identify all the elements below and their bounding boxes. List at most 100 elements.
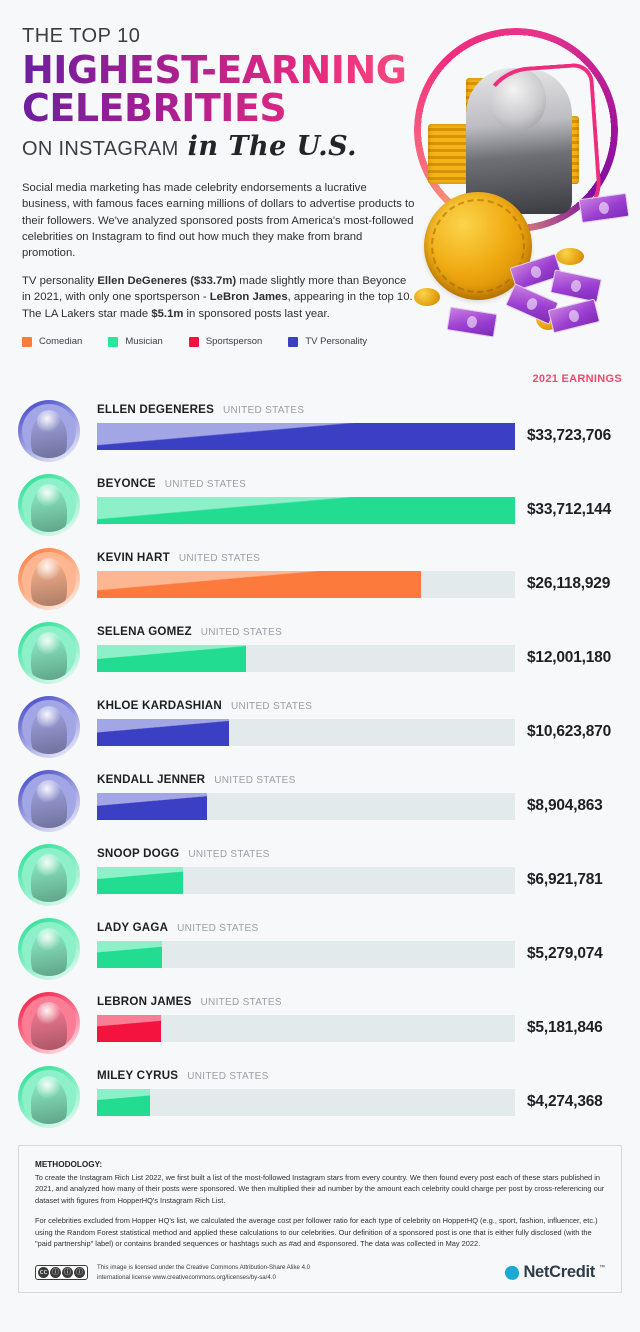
table-row[interactable]: BEYONCE UNITED STATES $33,712,144 [0,465,640,539]
celebrity-country: UNITED STATES [187,1071,269,1082]
celebrity-country: UNITED STATES [177,923,259,934]
avatar [18,696,80,758]
chart-legend: Comedian Musician Sportsperson TV Personali… [0,336,640,347]
celebrity-country: UNITED STATES [178,553,261,564]
earnings-amount: $6,921,781 [527,871,603,888]
hero-section: THE TOP 10 HIGHEST-EARNING CELEBRITIES O… [0,0,640,340]
table-row[interactable]: MILEY CYRUS UNITED STATES $4,274,368 [0,1057,640,1131]
page-title-line2: CELEBRITIES [22,89,640,127]
earnings-amount: $8,904,863 [527,797,603,814]
legend-label: Musician [125,336,163,347]
avatar-photo [22,922,76,976]
bar-track [97,497,515,524]
license-block: cc ⓘ ⓘ ⓘ This image is licensed under the C… [35,1263,310,1283]
bar-fill [97,1089,150,1116]
cc-mark-icon: ⓘ [50,1267,61,1279]
celebrity-country: UNITED STATES [200,997,282,1008]
legend-item-sportsperson: Sportsperson [188,336,263,347]
bar-fill [97,793,208,820]
avatar-photo [22,626,76,680]
table-row[interactable]: KENDALL JENNER UNITED STATES $8,904,863 [0,761,640,835]
celebrity-name-line: ELLEN DEGENERES UNITED STATES [97,403,304,416]
avatar-photo [22,996,76,1050]
cc-mark-icon: cc [38,1267,49,1279]
bar-track [97,571,515,598]
earnings-amount: $33,712,144 [527,501,611,518]
intro-p2-bold-1: Ellen DeGeneres ($33.7m) [97,274,237,287]
earnings-amount: $5,279,074 [527,945,603,962]
avatar-photo [22,1070,76,1124]
cc-mark-icon: ⓘ [62,1267,73,1279]
legend-swatch-icon [108,336,119,347]
avatar-photo [22,478,76,532]
methodology-paragraph-2: For celebrities excluded from Hopper HQ'… [35,1216,598,1249]
bar-fill [97,719,229,746]
earnings-amount: $5,181,846 [527,1019,603,1036]
avatar [18,770,80,832]
bar-track [97,1089,515,1116]
celebrity-country: UNITED STATES [214,775,296,786]
legend-swatch-icon [288,336,299,347]
table-row[interactable]: LADY GAGA UNITED STATES $5,279,074 [0,909,640,983]
celebrity-name-line: LEBRON JAMES UNITED STATES [97,995,282,1008]
netcredit-mark-icon [504,1264,521,1281]
intro-p2-e: in sponsored posts last year. [183,307,330,320]
methodology-paragraph-1: To create the Instagram Rich List 2022, … [35,1173,605,1205]
legend-label: Comedian [39,336,83,347]
avatar [18,548,80,610]
earnings-amount: $26,118,929 [527,575,611,592]
table-row[interactable]: ELLEN DEGENERES UNITED STATES $33,723,706 [0,391,640,465]
celebrity-name: SNOOP DOGG [97,847,180,860]
subtitle-script: in The U.S. [187,130,358,162]
page-title-line1: HIGHEST-EARNING [22,51,640,89]
license-text: This image is licensed under the Creativ… [97,1263,310,1283]
avatar [18,992,80,1054]
bar-track [97,645,515,672]
dollar-bill-icon [578,192,630,224]
celebrity-name-line: BEYONCE UNITED STATES [97,477,246,490]
celebrity-name: MILEY CYRUS [97,1069,179,1082]
netcredit-logo[interactable]: NetCredit ™ [504,1263,605,1282]
celebrity-name: LEBRON JAMES [97,995,192,1008]
avatar [18,844,80,906]
earnings-amount: $12,001,180 [527,649,611,666]
earnings-amount: $10,623,870 [527,723,611,740]
celebrity-name: ELLEN DEGENERES [97,403,215,416]
brand-name: NetCredit [523,1263,595,1282]
intro-p2-d: , appearing in the top 10. The LA Lakers… [22,291,413,320]
celebrity-name: KEVIN HART [97,551,170,564]
celebrity-country: UNITED STATES [164,479,247,490]
celebrity-name-line: SELENA GOMEZ UNITED STATES [97,625,282,638]
license-line-2: international license www.creativecommon… [97,1273,276,1281]
table-row[interactable]: SELENA GOMEZ UNITED STATES $12,001,180 [0,613,640,687]
avatar-photo [22,848,76,902]
creative-commons-icon: cc ⓘ ⓘ ⓘ [35,1265,88,1281]
table-row[interactable]: SNOOP DOGG UNITED STATES $6,921,781 [0,835,640,909]
footer-row: cc ⓘ ⓘ ⓘ This image is licensed under the C… [35,1259,605,1283]
legend-label: Sportsperson [205,336,263,347]
avatar [18,400,80,462]
bar-track [97,423,515,450]
avatar-photo [22,700,76,754]
bar-track [97,941,515,968]
earnings-amount: $33,723,706 [527,427,611,444]
celebrity-name-line: SNOOP DOGG UNITED STATES [97,847,270,860]
intro-p2-bold-3: $5.1m [151,307,184,320]
table-row[interactable]: KEVIN HART UNITED STATES $26,118,929 [0,539,640,613]
table-row[interactable]: KHLOE KARDASHIAN UNITED STATES $10,623,870 [0,687,640,761]
bar-fill [97,941,163,968]
bar-fill [97,497,515,524]
celebrity-name-line: KENDALL JENNER UNITED STATES [97,773,296,786]
intro-copy: Social media marketing has made celebrit… [22,180,417,322]
legend-swatch-icon [188,336,199,347]
dollar-bill-icon [446,306,498,338]
avatar-photo [22,552,76,606]
bar-fill [97,423,515,450]
intro-p2-c: made slightly more than Beyonce in 2021,… [22,274,407,304]
bar-fill [97,1015,162,1042]
table-row[interactable]: LEBRON JAMES UNITED STATES $5,181,846 [0,983,640,1057]
intro-paragraph-1: Social media marketing has made celebrit… [22,181,415,260]
bar-track [97,1015,515,1042]
avatar [18,474,80,536]
celebrity-name-line: LADY GAGA UNITED STATES [97,921,258,934]
